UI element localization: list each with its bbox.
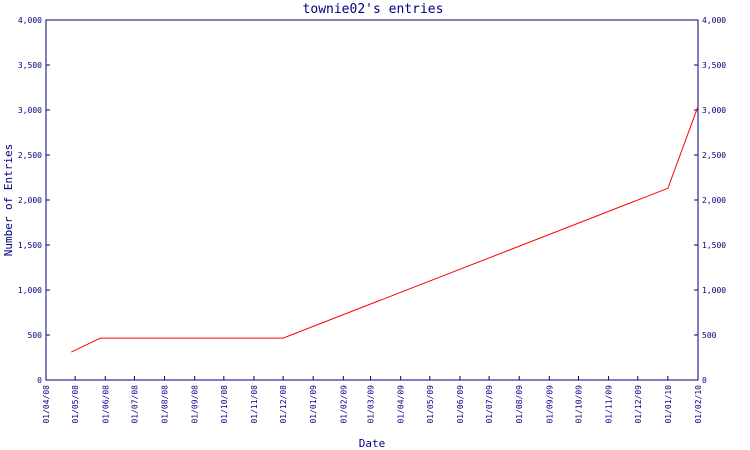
x-axis: 01/04/08 01/05/08 01/06/08 01/07/08 01/08/08…	[42, 376, 703, 424]
y-tick-label-right: 3,000	[702, 106, 726, 115]
y-tick-label: 500	[28, 331, 43, 340]
y-tick-label: 4,000	[18, 16, 42, 25]
x-axis-label: Date	[359, 437, 386, 450]
y-axis-label: Number of Entries	[2, 144, 15, 257]
series-line	[71, 106, 699, 353]
x-tick-label: 01/04/08	[42, 385, 51, 424]
y-tick-label-right: 2,500	[702, 151, 726, 160]
x-tick-label: 01/11/09	[605, 385, 614, 424]
x-tick-label: 01/05/09	[426, 385, 435, 424]
x-tick-label: 01/09/08	[191, 385, 200, 424]
y-tick-label-right: 1,000	[702, 286, 726, 295]
x-tick-label: 01/06/09	[456, 385, 465, 424]
y-tick-label: 2,000	[18, 196, 42, 205]
y-tick-label: 3,000	[18, 106, 42, 115]
x-tick-label: 01/04/09	[397, 385, 406, 424]
x-tick-label: 01/05/08	[71, 385, 80, 424]
x-tick-label: 01/07/09	[485, 385, 494, 424]
x-tick-label: 01/03/09	[367, 385, 376, 424]
x-tick-label: 01/09/09	[545, 385, 554, 424]
series-layer	[71, 106, 699, 353]
x-tick-label: 01/11/08	[250, 385, 259, 424]
x-tick-label: 01/01/09	[309, 385, 318, 424]
y-tick-label: 1,500	[18, 241, 42, 250]
y-tick-label: 3,500	[18, 61, 42, 70]
x-tick-label: 01/08/08	[161, 385, 170, 424]
x-tick-label: 01/02/09	[339, 385, 348, 424]
x-tick-label: 01/06/08	[101, 385, 110, 424]
y-tick-label-right: 0	[702, 376, 707, 385]
y-tick-label: 2,500	[18, 151, 42, 160]
x-tick-label: 01/10/09	[574, 385, 583, 424]
y-tick-label: 1,000	[18, 286, 42, 295]
y-tick-label-right: 1,500	[702, 241, 726, 250]
y-tick-label-right: 3,500	[702, 61, 726, 70]
x-tick-label: 01/12/09	[634, 385, 643, 424]
y-tick-label-right: 4,000	[702, 16, 726, 25]
x-tick-label: 01/07/08	[130, 385, 139, 424]
x-tick-label: 01/12/08	[279, 385, 288, 424]
y-tick-label-right: 2,000	[702, 196, 726, 205]
chart-title: townie02's entries	[303, 2, 444, 17]
x-tick-label: 01/02/10	[694, 385, 703, 424]
x-tick-label: 01/10/08	[220, 385, 229, 424]
x-tick-label: 01/01/10	[664, 385, 673, 424]
plot-frame	[45, 19, 699, 381]
x-tick-label: 01/08/09	[515, 385, 524, 424]
y-tick-label-right: 500	[702, 331, 717, 340]
y-axis-left: 0 500 1,000 1,500 2,000 2,500 3,000 3,500 4,000	[18, 16, 50, 385]
y-axis-right: 0 500 1,000 1,500 2,000 2,500 3,000 3,500 4,000	[694, 16, 726, 385]
y-tick-label: 0	[37, 376, 42, 385]
